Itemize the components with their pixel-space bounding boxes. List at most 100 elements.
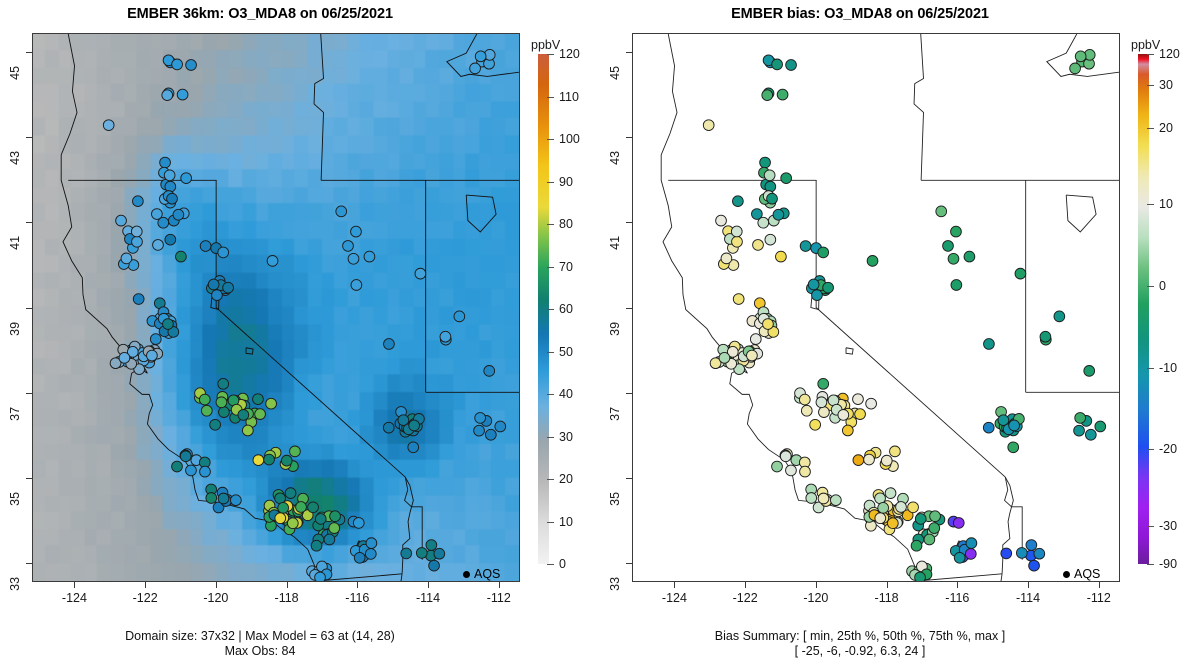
aqs-station-marker-bias[interactable]	[823, 282, 834, 293]
aqs-station-marker-model[interactable]	[110, 358, 121, 369]
aqs-station-marker-bias[interactable]	[734, 364, 745, 375]
aqs-station-marker-model[interactable]	[186, 465, 197, 476]
aqs-station-marker-bias[interactable]	[1070, 63, 1081, 74]
aqs-station-marker-bias[interactable]	[953, 518, 964, 529]
aqs-station-marker-model[interactable]	[329, 523, 340, 534]
aqs-station-marker-bias[interactable]	[719, 352, 730, 363]
aqs-station-marker-bias[interactable]	[885, 488, 896, 499]
aqs-station-marker-bias[interactable]	[842, 425, 853, 436]
aqs-station-marker-bias[interactable]	[818, 493, 829, 504]
aqs-station-marker-model[interactable]	[153, 240, 164, 251]
aqs-station-marker-model[interactable]	[199, 394, 210, 405]
aqs-station-marker-model[interactable]	[255, 409, 266, 420]
aqs-station-marker-model[interactable]	[147, 350, 158, 361]
aqs-station-marker-bias[interactable]	[816, 397, 827, 408]
aqs-station-marker-bias[interactable]	[731, 226, 742, 237]
aqs-station-marker-model[interactable]	[311, 540, 322, 551]
aqs-station-marker-model[interactable]	[164, 170, 175, 181]
aqs-station-marker-bias[interactable]	[808, 279, 819, 290]
aqs-station-marker-model[interactable]	[253, 455, 264, 466]
aqs-station-marker-bias[interactable]	[763, 319, 774, 330]
aqs-station-marker-model[interactable]	[365, 549, 376, 560]
aqs-station-marker-model[interactable]	[172, 59, 183, 70]
aqs-station-marker-model[interactable]	[495, 421, 506, 432]
aqs-station-marker-bias[interactable]	[716, 215, 727, 226]
aqs-station-marker-bias[interactable]	[772, 59, 783, 70]
aqs-station-marker-bias[interactable]	[911, 540, 922, 551]
aqs-station-marker-bias[interactable]	[1085, 429, 1096, 440]
aqs-station-marker-model[interactable]	[308, 502, 319, 513]
aqs-station-marker-model[interactable]	[152, 209, 163, 220]
aqs-station-marker-model[interactable]	[167, 193, 178, 204]
aqs-station-marker-bias[interactable]	[776, 251, 787, 262]
aqs-station-marker-bias[interactable]	[930, 511, 941, 522]
aqs-station-marker-bias[interactable]	[924, 534, 935, 545]
aqs-station-marker-bias[interactable]	[800, 466, 811, 477]
aqs-station-marker-bias[interactable]	[799, 394, 810, 405]
aqs-station-marker-bias[interactable]	[915, 514, 926, 525]
aqs-station-marker-model[interactable]	[296, 502, 307, 513]
aqs-station-marker-model[interactable]	[165, 234, 176, 245]
aqs-station-marker-model[interactable]	[200, 466, 211, 477]
aqs-station-marker-model[interactable]	[281, 455, 292, 466]
aqs-station-marker-model[interactable]	[212, 290, 223, 301]
aqs-station-marker-model[interactable]	[242, 425, 253, 436]
aqs-station-marker-model[interactable]	[384, 339, 395, 350]
aqs-station-marker-model[interactable]	[324, 534, 335, 545]
aqs-station-marker-bias[interactable]	[853, 394, 864, 405]
aqs-station-marker-model[interactable]	[364, 251, 375, 262]
aqs-station-marker-model[interactable]	[409, 420, 420, 431]
aqs-station-marker-model[interactable]	[278, 502, 289, 513]
aqs-station-marker-model[interactable]	[398, 415, 409, 426]
aqs-station-marker-bias[interactable]	[752, 209, 763, 220]
aqs-station-marker-bias[interactable]	[703, 120, 714, 131]
aqs-station-marker-bias[interactable]	[1084, 365, 1095, 376]
aqs-station-marker-model[interactable]	[264, 454, 275, 465]
aqs-station-marker-bias[interactable]	[818, 378, 829, 389]
aqs-station-marker-bias[interactable]	[864, 454, 875, 465]
aqs-station-marker-bias[interactable]	[806, 493, 817, 504]
aqs-station-marker-bias[interactable]	[753, 240, 764, 251]
aqs-station-marker-bias[interactable]	[772, 461, 783, 472]
aqs-station-marker-bias[interactable]	[866, 398, 877, 409]
aqs-station-marker-bias[interactable]	[1075, 413, 1086, 424]
aqs-station-marker-bias[interactable]	[954, 552, 965, 563]
aqs-station-marker-model[interactable]	[440, 331, 451, 342]
aqs-station-marker-model[interactable]	[330, 511, 341, 522]
aqs-station-marker-bias[interactable]	[964, 251, 975, 262]
aqs-station-marker-model[interactable]	[230, 495, 241, 506]
aqs-station-marker-bias[interactable]	[1029, 560, 1040, 571]
aqs-station-marker-model[interactable]	[383, 422, 394, 433]
aqs-station-marker-bias[interactable]	[830, 495, 841, 506]
aqs-station-marker-bias[interactable]	[965, 549, 976, 560]
aqs-station-marker-model[interactable]	[218, 247, 229, 258]
aqs-station-marker-bias[interactable]	[855, 409, 866, 420]
aqs-station-marker-model[interactable]	[343, 241, 354, 252]
aqs-station-marker-model[interactable]	[127, 346, 138, 357]
aqs-station-marker-model[interactable]	[354, 552, 365, 563]
aqs-station-marker-model[interactable]	[351, 280, 362, 291]
aqs-station-marker-bias[interactable]	[819, 407, 830, 418]
aqs-station-marker-bias[interactable]	[966, 538, 977, 549]
aqs-station-marker-bias[interactable]	[943, 241, 954, 252]
aqs-station-marker-bias[interactable]	[1015, 268, 1026, 279]
aqs-station-marker-model[interactable]	[150, 334, 161, 345]
aqs-station-marker-model[interactable]	[165, 181, 176, 192]
aqs-station-marker-model[interactable]	[223, 282, 234, 293]
aqs-station-marker-model[interactable]	[315, 572, 326, 581]
aqs-station-marker-model[interactable]	[200, 241, 211, 252]
aqs-station-marker-bias[interactable]	[881, 455, 892, 466]
plot-area-model[interactable]	[32, 33, 520, 582]
aqs-station-marker-model[interactable]	[285, 488, 296, 499]
aqs-station-marker-model[interactable]	[180, 451, 191, 462]
aqs-station-marker-bias[interactable]	[733, 294, 744, 305]
aqs-station-marker-bias[interactable]	[887, 518, 898, 529]
aqs-station-marker-model[interactable]	[454, 311, 465, 322]
aqs-station-marker-bias[interactable]	[767, 193, 778, 204]
aqs-station-marker-bias[interactable]	[890, 446, 901, 457]
aqs-station-marker-model[interactable]	[177, 89, 188, 100]
aqs-station-marker-model[interactable]	[213, 502, 224, 513]
aqs-station-marker-bias[interactable]	[1074, 425, 1085, 436]
aqs-station-marker-model[interactable]	[470, 63, 481, 74]
aqs-station-marker-model[interactable]	[336, 206, 347, 217]
